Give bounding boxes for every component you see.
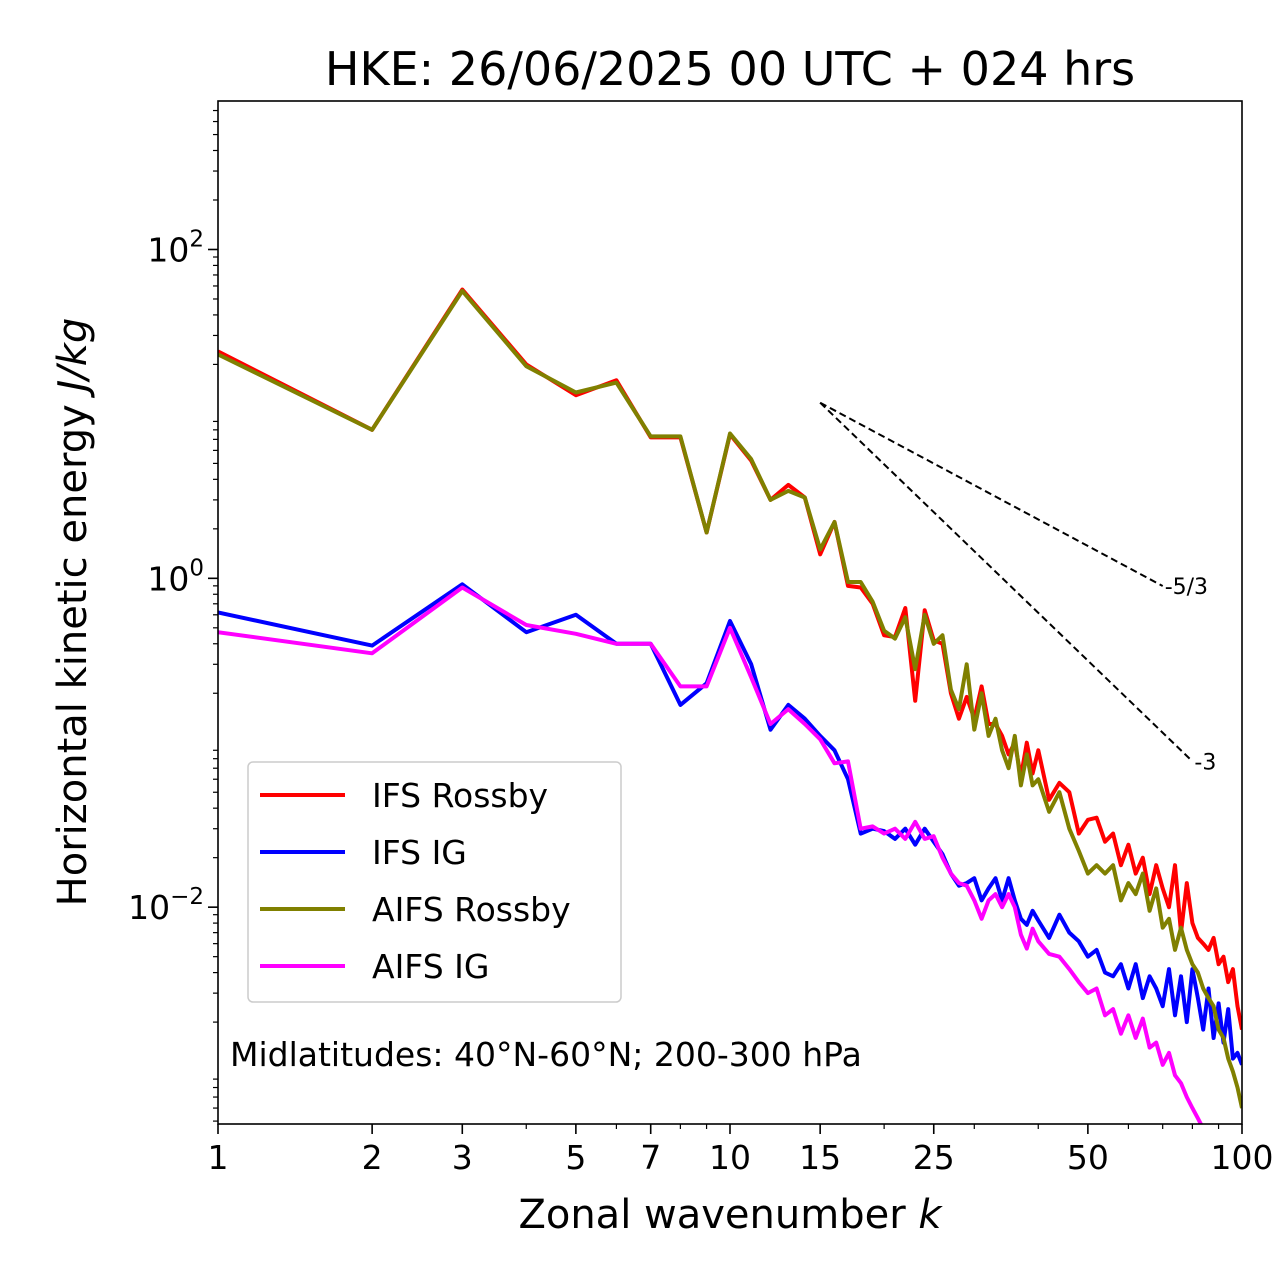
x-tick-label: 1 [208, 1138, 229, 1177]
y-tick-base: 10 [147, 230, 189, 269]
chart-title: HKE: 26/06/2025 00 UTC + 024 hrs [325, 42, 1135, 96]
x-tick-label: 50 [1067, 1138, 1109, 1177]
y-tick-base: 10 [147, 559, 189, 598]
y-tick-base: 10 [128, 888, 170, 927]
reference-line [819, 401, 1164, 587]
x-tick-label: 2 [362, 1138, 383, 1177]
series-line [218, 288, 1242, 1109]
region-annotation: Midlatitudes: 40°N-60°N; 200-300 hPa [230, 1035, 862, 1074]
x-tick-label: 10 [709, 1138, 751, 1177]
legend: IFS Rossby IFS IG AIFS Rossby AIFS IG [247, 761, 622, 1003]
reference-line-label: -3 [1194, 750, 1216, 775]
y-tick-exponent: 2 [189, 226, 204, 252]
y-tick-exponent: 0 [189, 555, 204, 581]
y-tick-label: 102 [147, 226, 204, 269]
plot-frame [217, 100, 1243, 1125]
x-tick-label: 100 [1211, 1138, 1274, 1177]
x-tick-label: 7 [640, 1138, 661, 1177]
legend-frame [247, 761, 622, 1003]
x-tick-label: 3 [452, 1138, 473, 1177]
x-axis-label-text: Zonal wavenumber [518, 1192, 906, 1238]
x-tick-label: 5 [565, 1138, 586, 1177]
y-tick-label: 10−2 [128, 884, 204, 927]
legend-label: AIFS Rossby [372, 890, 571, 929]
reference-slopes: -5/3 -3 [819, 401, 1216, 775]
y-axis-label: Horizontal kinetic energy J/kg [50, 318, 96, 907]
x-axis-label: Zonal wavenumber k [518, 1192, 943, 1238]
y-tick-exponent: −2 [170, 884, 204, 910]
legend-label: AIFS IG [372, 947, 489, 986]
reference-line-label: -5/3 [1165, 575, 1208, 600]
y-axis-label-text: Horizontal kinetic energy [50, 404, 96, 906]
legend-label: IFS Rossby [372, 776, 548, 815]
x-tick-label: 15 [799, 1138, 841, 1177]
x-minor-ticks [525, 1124, 1220, 1129]
series-line [218, 585, 1204, 1124]
x-tick-label: 25 [913, 1138, 955, 1177]
y-tick-label: 100 [147, 555, 204, 598]
series-lines [218, 287, 1242, 1124]
legend-label: IFS IG [372, 833, 467, 872]
y-axis-label-unit: J/kg [50, 318, 96, 399]
x-axis-label-var: k [918, 1192, 943, 1238]
reference-line [819, 401, 1194, 763]
y-minor-ticks [213, 109, 218, 1122]
